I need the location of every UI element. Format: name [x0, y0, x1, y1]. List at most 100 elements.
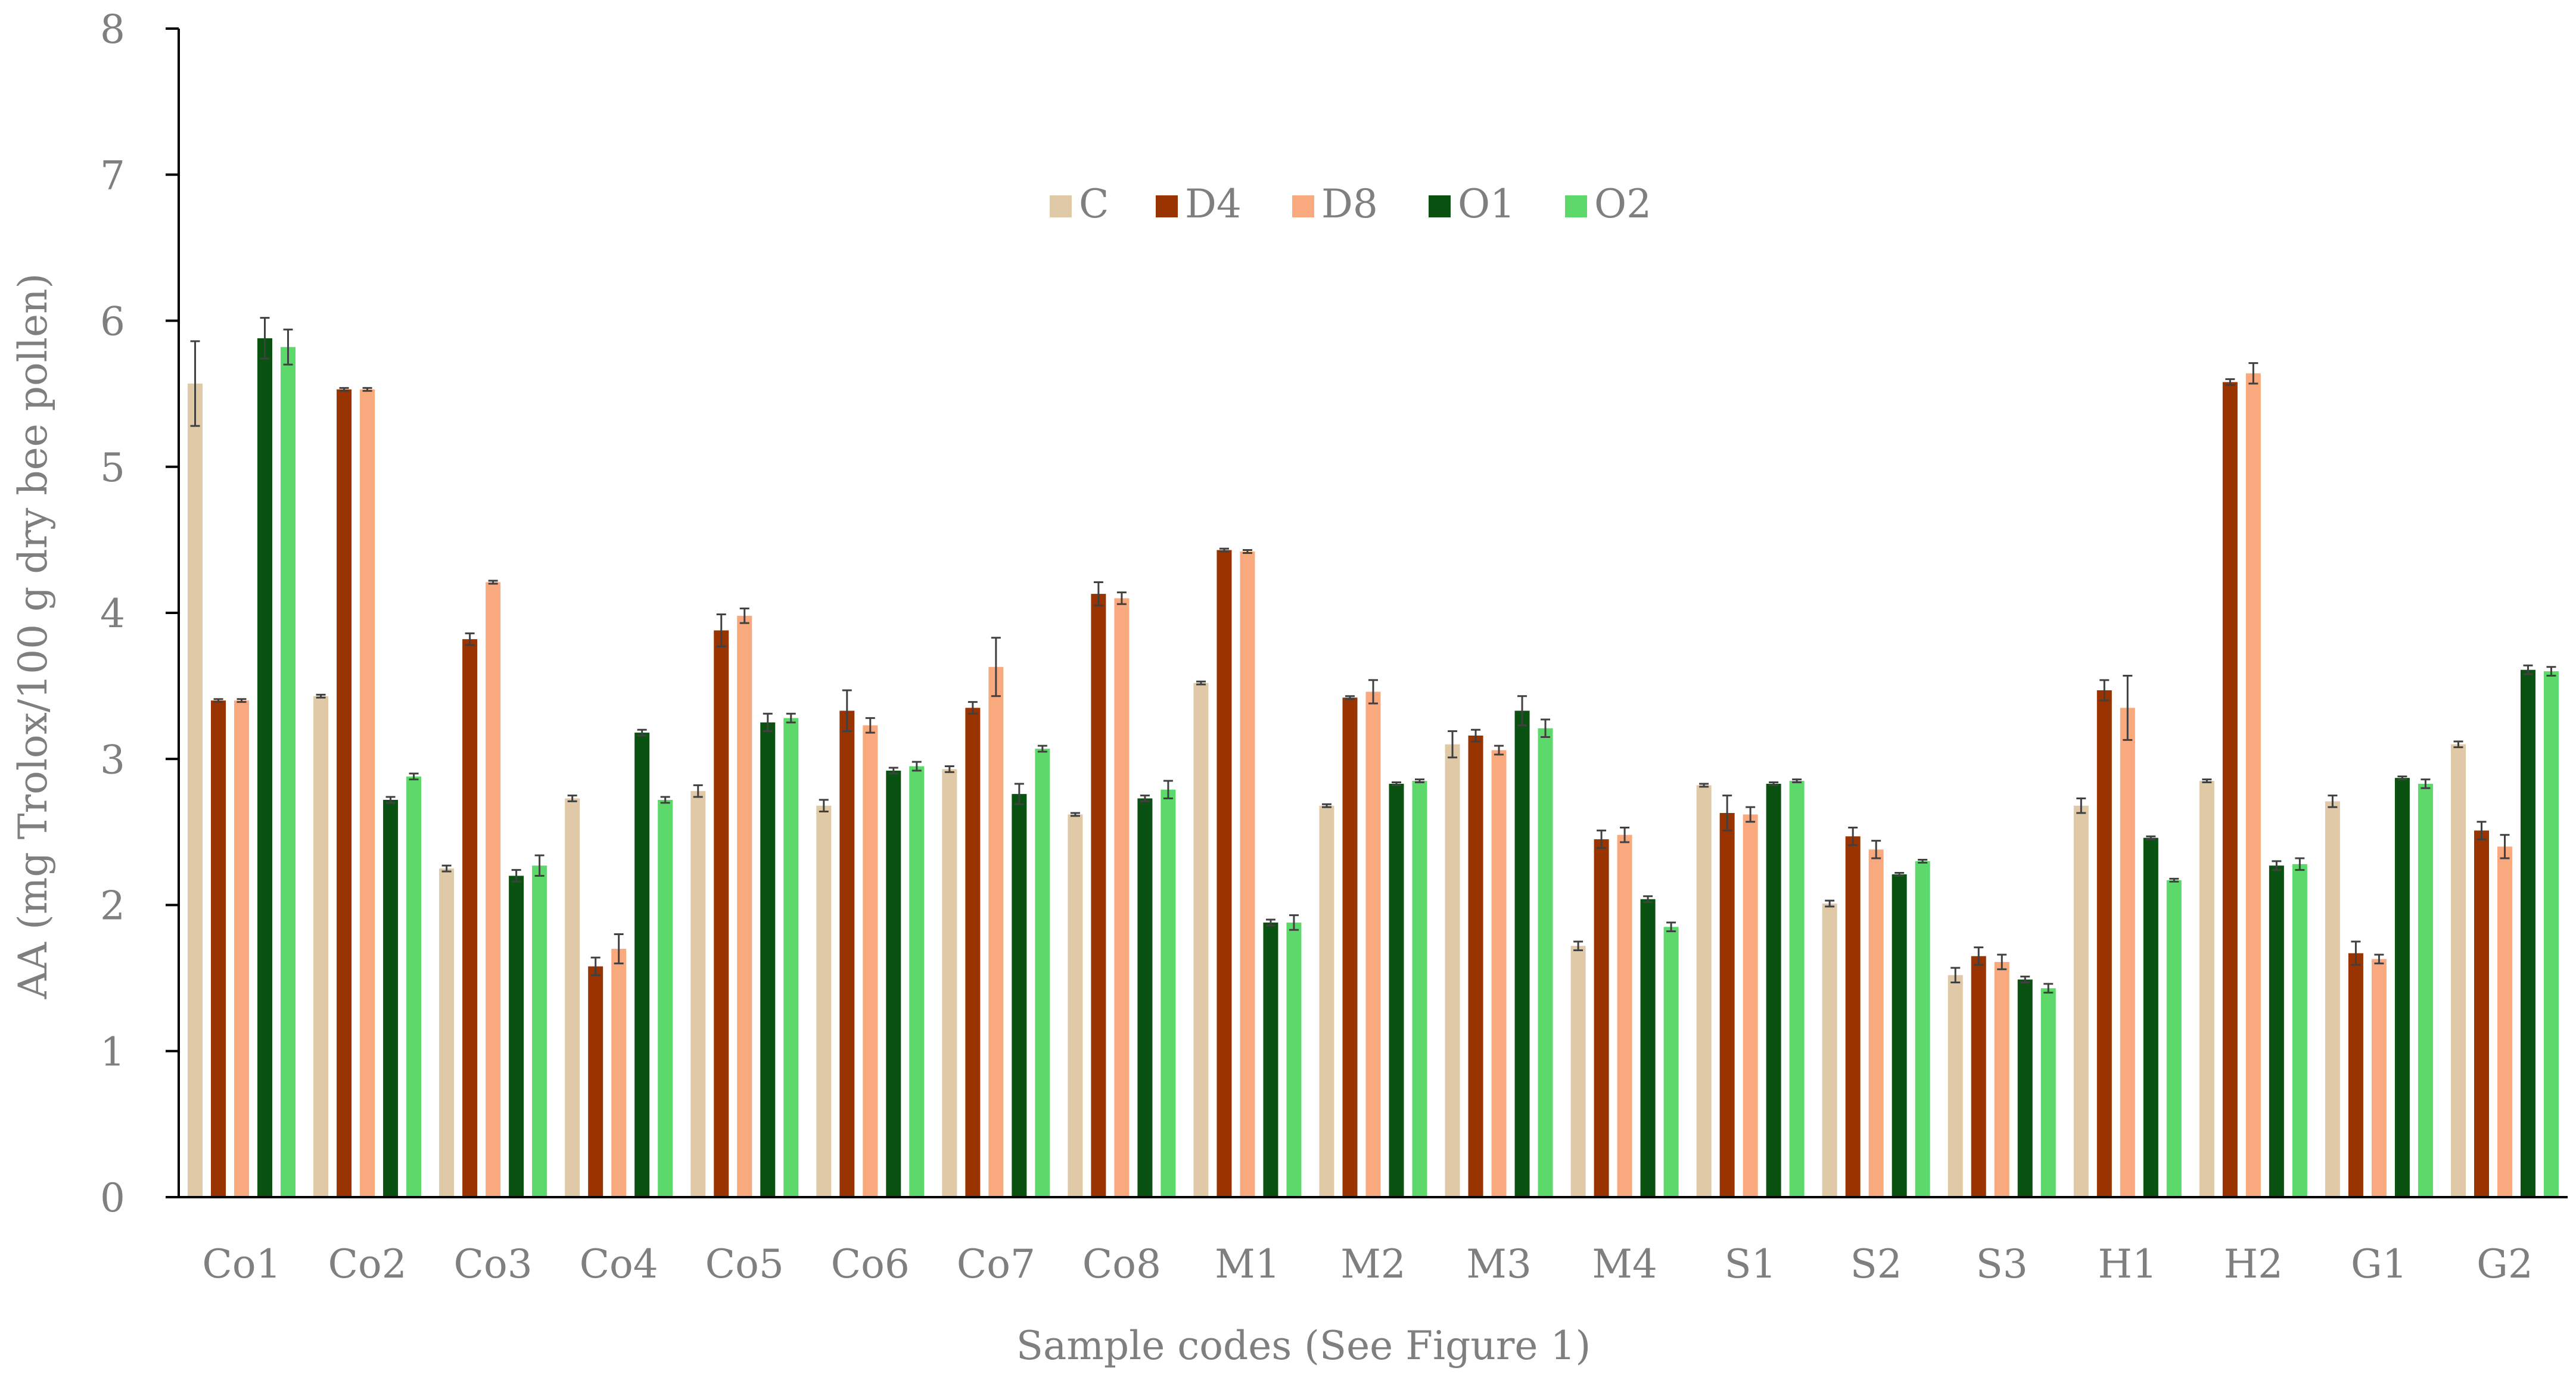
- bar-O1-Co6: [886, 770, 901, 1197]
- bar-O1-G2: [2520, 669, 2535, 1197]
- bar-D8-G1: [2371, 959, 2387, 1197]
- bar-C-S1: [1696, 785, 1712, 1197]
- bar-O1-S1: [1766, 783, 1781, 1197]
- legend-label-C: C: [1079, 181, 1109, 227]
- bar-C-Co8: [1068, 814, 1083, 1197]
- bar-O1-G1: [2394, 778, 2410, 1197]
- x-tick-label: Co4: [580, 1241, 658, 1287]
- x-axis-title: Sample codes (See Figure 1): [1016, 1323, 1591, 1369]
- bar-O1-M4: [1640, 899, 1656, 1197]
- bar-D4-Co1: [211, 700, 226, 1197]
- bar-D8-M4: [1617, 834, 1632, 1197]
- bar-O2-M1: [1286, 922, 1302, 1197]
- bar-D8-S2: [1868, 849, 1884, 1197]
- bar-O1-Co7: [1012, 794, 1027, 1197]
- bar-D4-Co5: [714, 630, 729, 1197]
- bar-D8-Co6: [863, 725, 878, 1197]
- y-tick-label: 5: [100, 445, 125, 491]
- bar-O2-Co3: [532, 865, 547, 1197]
- bar-C-Co2: [313, 696, 329, 1197]
- bar-O2-Co4: [658, 799, 673, 1197]
- legend-label-O1: O1: [1458, 181, 1515, 227]
- bar-D4-Co8: [1091, 594, 1106, 1197]
- bar-C-Co4: [565, 798, 580, 1197]
- y-tick-label: 7: [100, 152, 125, 198]
- bar-C-Co7: [942, 769, 957, 1197]
- bar-C-M4: [1570, 946, 1586, 1197]
- bar-D8-Co2: [360, 389, 375, 1197]
- bar-O2-H1: [2166, 880, 2182, 1197]
- x-tick-labels: Co1 Co2 Co3 Co4 Co5 Co6 Co7 Co8 M1 M2 M3 M4 S1 S2 S3 H1…: [202, 1241, 2533, 1287]
- y-tick-label: 0: [100, 1175, 125, 1221]
- bar-D4-M1: [1217, 550, 1232, 1197]
- bar-D4-M4: [1594, 839, 1609, 1197]
- bar-D4-G2: [2474, 830, 2489, 1197]
- x-tick-label: S2: [1850, 1241, 1902, 1287]
- bar-D4-S3: [1971, 956, 1986, 1197]
- bar-D8-M3: [1491, 750, 1507, 1197]
- bar-O2-M2: [1412, 781, 1427, 1197]
- x-tick-label: Co2: [328, 1241, 406, 1287]
- bar-D4-S1: [1719, 812, 1735, 1197]
- x-tick-label: Co5: [705, 1241, 784, 1287]
- bar-D8-H1: [2120, 708, 2135, 1197]
- y-axis-title: AA (mg Trolox/100 g dry bee pollen): [10, 273, 56, 1000]
- bar-O2-M4: [1663, 927, 1679, 1197]
- bar-O2-G2: [2543, 671, 2559, 1197]
- x-tick-label: G1: [2351, 1241, 2407, 1287]
- bar-C-M2: [1319, 805, 1334, 1197]
- x-tick-label: Co3: [454, 1241, 533, 1287]
- bar-D4-Co2: [337, 389, 352, 1197]
- bar-O2-S1: [1789, 781, 1805, 1197]
- bar-D4-Co7: [965, 708, 981, 1197]
- legend-swatch-D4: [1156, 195, 1178, 217]
- error-bars-layer: [190, 317, 2556, 994]
- legend-label-D4: D4: [1185, 181, 1242, 227]
- bar-O2-Co1: [281, 347, 296, 1197]
- bar-D4-M3: [1468, 736, 1483, 1197]
- y-tick-label: 4: [100, 591, 125, 637]
- bar-C-M3: [1445, 744, 1460, 1197]
- bar-O1-H2: [2269, 865, 2284, 1197]
- bar-D4-H2: [2222, 382, 2238, 1197]
- bar-D4-G1: [2348, 953, 2363, 1197]
- bar-D4-S2: [1845, 836, 1861, 1197]
- bar-D4-Co6: [839, 711, 855, 1197]
- bar-C-S2: [1822, 904, 1837, 1197]
- bar-O1-Co3: [509, 876, 524, 1197]
- bar-D4-Co4: [588, 966, 603, 1197]
- legend-label-D8: D8: [1321, 181, 1378, 227]
- y-tick-label: 1: [100, 1029, 125, 1075]
- bar-C-Co3: [439, 868, 455, 1197]
- bar-C-Co5: [690, 791, 706, 1197]
- legend: C D4 D8 O1 O2: [1050, 181, 1651, 227]
- bar-O1-H1: [2143, 837, 2158, 1197]
- bar-D4-M2: [1342, 697, 1358, 1197]
- x-tick-label: Co1: [202, 1241, 281, 1287]
- x-tick-label: H1: [2098, 1241, 2158, 1287]
- bar-D4-H1: [2096, 690, 2112, 1197]
- x-tick-label: M3: [1466, 1241, 1532, 1287]
- bar-O1-Co8: [1137, 798, 1153, 1197]
- x-tick-label: G2: [2477, 1241, 2533, 1287]
- bar-C-S3: [1947, 975, 1963, 1197]
- bar-C-H2: [2199, 781, 2214, 1197]
- y-tick-label: 8: [100, 7, 125, 52]
- bar-D8-S1: [1743, 814, 1758, 1197]
- bar-D8-S3: [1994, 962, 2009, 1197]
- bar-O1-Co1: [257, 338, 273, 1198]
- axes-layer: [166, 27, 2568, 1198]
- bar-O1-S2: [1891, 874, 1907, 1197]
- bar-C-H1: [2073, 805, 2089, 1197]
- bar-C-Co1: [188, 383, 203, 1197]
- bar-C-Co6: [816, 805, 832, 1197]
- bar-D8-Co7: [988, 666, 1004, 1197]
- legend-swatch-O2: [1565, 195, 1587, 217]
- bar-D4-Co3: [462, 639, 478, 1197]
- bar-O1-M2: [1389, 783, 1404, 1197]
- x-tick-label: M1: [1215, 1241, 1280, 1287]
- x-tick-label: Co6: [831, 1241, 910, 1287]
- y-tick-label: 2: [100, 883, 125, 929]
